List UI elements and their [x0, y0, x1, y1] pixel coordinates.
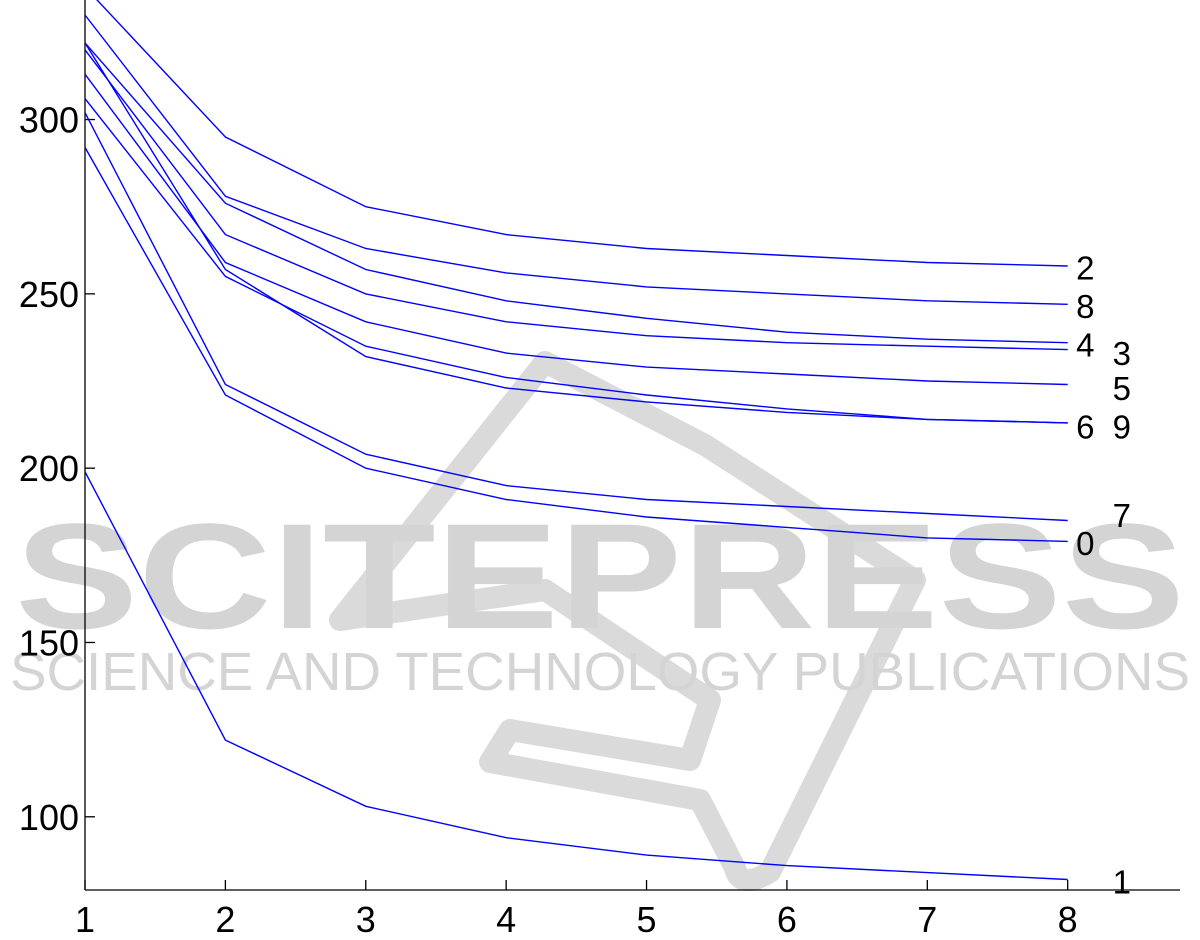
series-line-4: [85, 42, 1068, 344]
series-line-8: [85, 14, 1068, 305]
series-label-2: 2: [1076, 250, 1094, 287]
series-line-7: [85, 112, 1068, 522]
x-tick-label: 7: [917, 899, 937, 940]
x-tick-label: 5: [637, 899, 657, 940]
series-line-1: [85, 471, 1068, 881]
series-line-9: [85, 42, 1068, 424]
watermark-brand: SCITEPRESS: [15, 492, 1185, 660]
x-tick-label: 3: [356, 899, 376, 940]
series-label-3: 3: [1113, 335, 1131, 372]
series-label-5: 5: [1113, 370, 1131, 407]
series-label-6: 6: [1076, 408, 1094, 445]
series-line-0: [85, 147, 1068, 543]
series-line-3: [85, 49, 1068, 351]
series-labels: 284 356 9 70 1: [1076, 250, 1131, 901]
y-tick-label: 150: [19, 622, 79, 663]
y-tick-label: 200: [19, 448, 79, 489]
series-label-1: 1: [1113, 863, 1131, 900]
watermark: SCITEPRESS SCIENCE AND TECHNOLOGY PUBLIC…: [10, 351, 1190, 891]
watermark-emblem-icon: [329, 351, 926, 891]
y-tick-label: 300: [19, 100, 79, 141]
x-tick-label: 6: [777, 899, 797, 940]
series-label-0: 0: [1076, 525, 1094, 562]
x-tick-label: 4: [496, 899, 516, 940]
x-tick-label: 2: [215, 899, 235, 940]
x-tick-label: 8: [1058, 899, 1078, 940]
watermark-tagline: SCIENCE AND TECHNOLOGY PUBLICATIONS: [10, 642, 1190, 702]
series-layer: [85, 0, 1068, 881]
x-tick-label: 1: [75, 899, 95, 940]
series-line-5: [85, 73, 1068, 386]
series-label-4: 4: [1076, 326, 1094, 363]
y-tick-label: 100: [19, 797, 79, 838]
y-tick-label: 250: [19, 274, 79, 315]
series-label-8: 8: [1076, 288, 1094, 325]
series-label-7: 7: [1113, 497, 1131, 534]
series-line-2: [96, 0, 1068, 267]
series-label-9: 9: [1113, 408, 1131, 445]
